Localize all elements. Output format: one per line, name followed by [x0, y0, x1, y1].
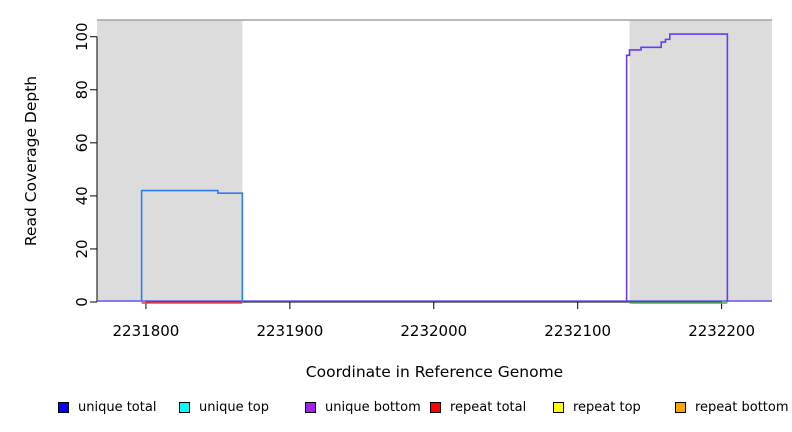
legend-item-repeat-total: repeat total — [430, 398, 526, 416]
legend-item-unique-total: unique total — [58, 398, 156, 416]
legend-label: repeat bottom — [695, 399, 789, 415]
legend-item-repeat-top: repeat top — [553, 398, 641, 416]
x-tick-label: 2232100 — [544, 322, 611, 340]
legend-item-unique-top: unique top — [179, 398, 269, 416]
y-tick-label: 0 — [73, 297, 91, 307]
legend-label: unique bottom — [325, 399, 421, 415]
x-tick-label: 2231900 — [256, 322, 323, 340]
y-axis-title: Read Coverage Depth — [22, 76, 40, 246]
legend-swatch — [430, 401, 441, 413]
repeat-region-right — [629, 20, 772, 302]
series-block — [140, 189, 244, 302]
legend-item-repeat-bottom: repeat bottom — [675, 398, 789, 416]
coverage-series — [97, 33, 772, 304]
legend-swatch — [305, 401, 316, 413]
x-axis: 2231800 2231900 2232000 2232100 2232200 — [113, 301, 755, 340]
legend-label: unique total — [78, 399, 157, 415]
y-tick-label: 80 — [73, 80, 91, 99]
legend-label: repeat total — [450, 399, 527, 415]
x-tick-label: 2232000 — [400, 322, 467, 340]
legend-swatch — [675, 401, 686, 413]
series-block — [625, 33, 729, 302]
y-tick-label: 100 — [73, 22, 91, 51]
y-axis: 0 20 40 60 80 100 — [73, 22, 98, 307]
x-tick-label: 2231800 — [113, 322, 180, 340]
chart-legend: unique total unique top unique bottom repea… — [0, 398, 792, 418]
x-axis-title: Coordinate in Reference Genome — [306, 363, 563, 381]
legend-label: unique top — [199, 399, 270, 415]
y-tick-label: 60 — [73, 133, 91, 152]
legend-swatch — [179, 401, 190, 413]
legend-swatch — [58, 401, 69, 413]
y-tick-label: 40 — [73, 186, 91, 205]
repeat-region-left — [97, 20, 243, 302]
legend-item-unique-bottom: unique bottom — [305, 398, 421, 416]
legend-label: repeat top — [573, 399, 641, 415]
repeat-region-shading — [97, 20, 772, 302]
y-tick-label: 20 — [73, 239, 91, 258]
x-tick-label: 2232200 — [688, 322, 755, 340]
legend-swatch — [553, 401, 564, 413]
